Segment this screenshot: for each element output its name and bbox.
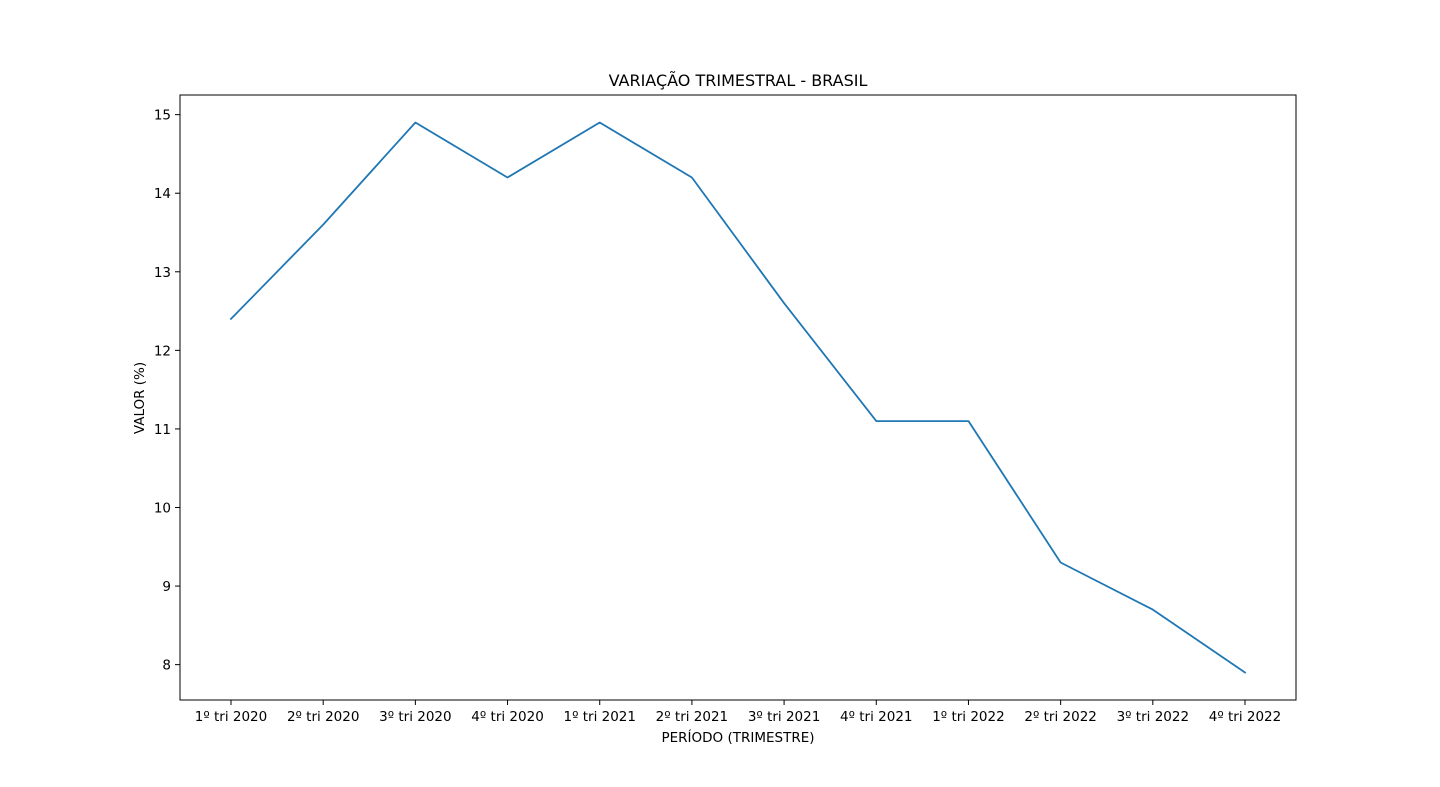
y-axis: 8 9 10 11 12 13 14 15: [154, 108, 180, 674]
x-tick-label: 2º tri 2021: [656, 709, 728, 725]
x-tick-label: 4º tri 2020: [471, 709, 543, 725]
x-tick-label: 1º tri 2021: [563, 709, 635, 725]
x-tick-label: 4º tri 2022: [1209, 709, 1281, 725]
y-tick-label: 11: [154, 422, 171, 438]
y-tick-label: 10: [154, 501, 171, 517]
x-tick-label: 2º tri 2022: [1024, 709, 1096, 725]
y-axis-label: VALOR (%): [132, 362, 148, 434]
chart-title: VARIAÇÃO TRIMESTRAL - BRASIL: [609, 71, 868, 90]
x-tick-label: 2º tri 2020: [287, 709, 359, 725]
y-tick-label: 14: [154, 186, 171, 202]
y-tick-label: 12: [154, 343, 171, 359]
y-tick-label: 15: [154, 108, 171, 124]
x-tick-label: 4º tri 2021: [840, 709, 912, 725]
series-line: [229, 121, 1247, 674]
x-axis: 1º tri 2020 2º tri 2020 3º tri 2020 4º tri …: [195, 700, 1281, 725]
x-axis-label: PERÍODO (TRIMESTRE): [661, 729, 814, 746]
x-tick-label: 3º tri 2021: [748, 709, 820, 725]
x-tick-label: 3º tri 2022: [1117, 709, 1189, 725]
x-tick-label: 1º tri 2022: [932, 709, 1004, 725]
y-tick-label: 13: [154, 265, 171, 281]
x-tick-label: 1º tri 2020: [195, 709, 267, 725]
x-tick-label: 3º tri 2020: [379, 709, 451, 725]
y-tick-label: 8: [162, 658, 171, 674]
plot-frame: [179, 94, 1297, 701]
y-tick-label: 9: [162, 579, 171, 595]
